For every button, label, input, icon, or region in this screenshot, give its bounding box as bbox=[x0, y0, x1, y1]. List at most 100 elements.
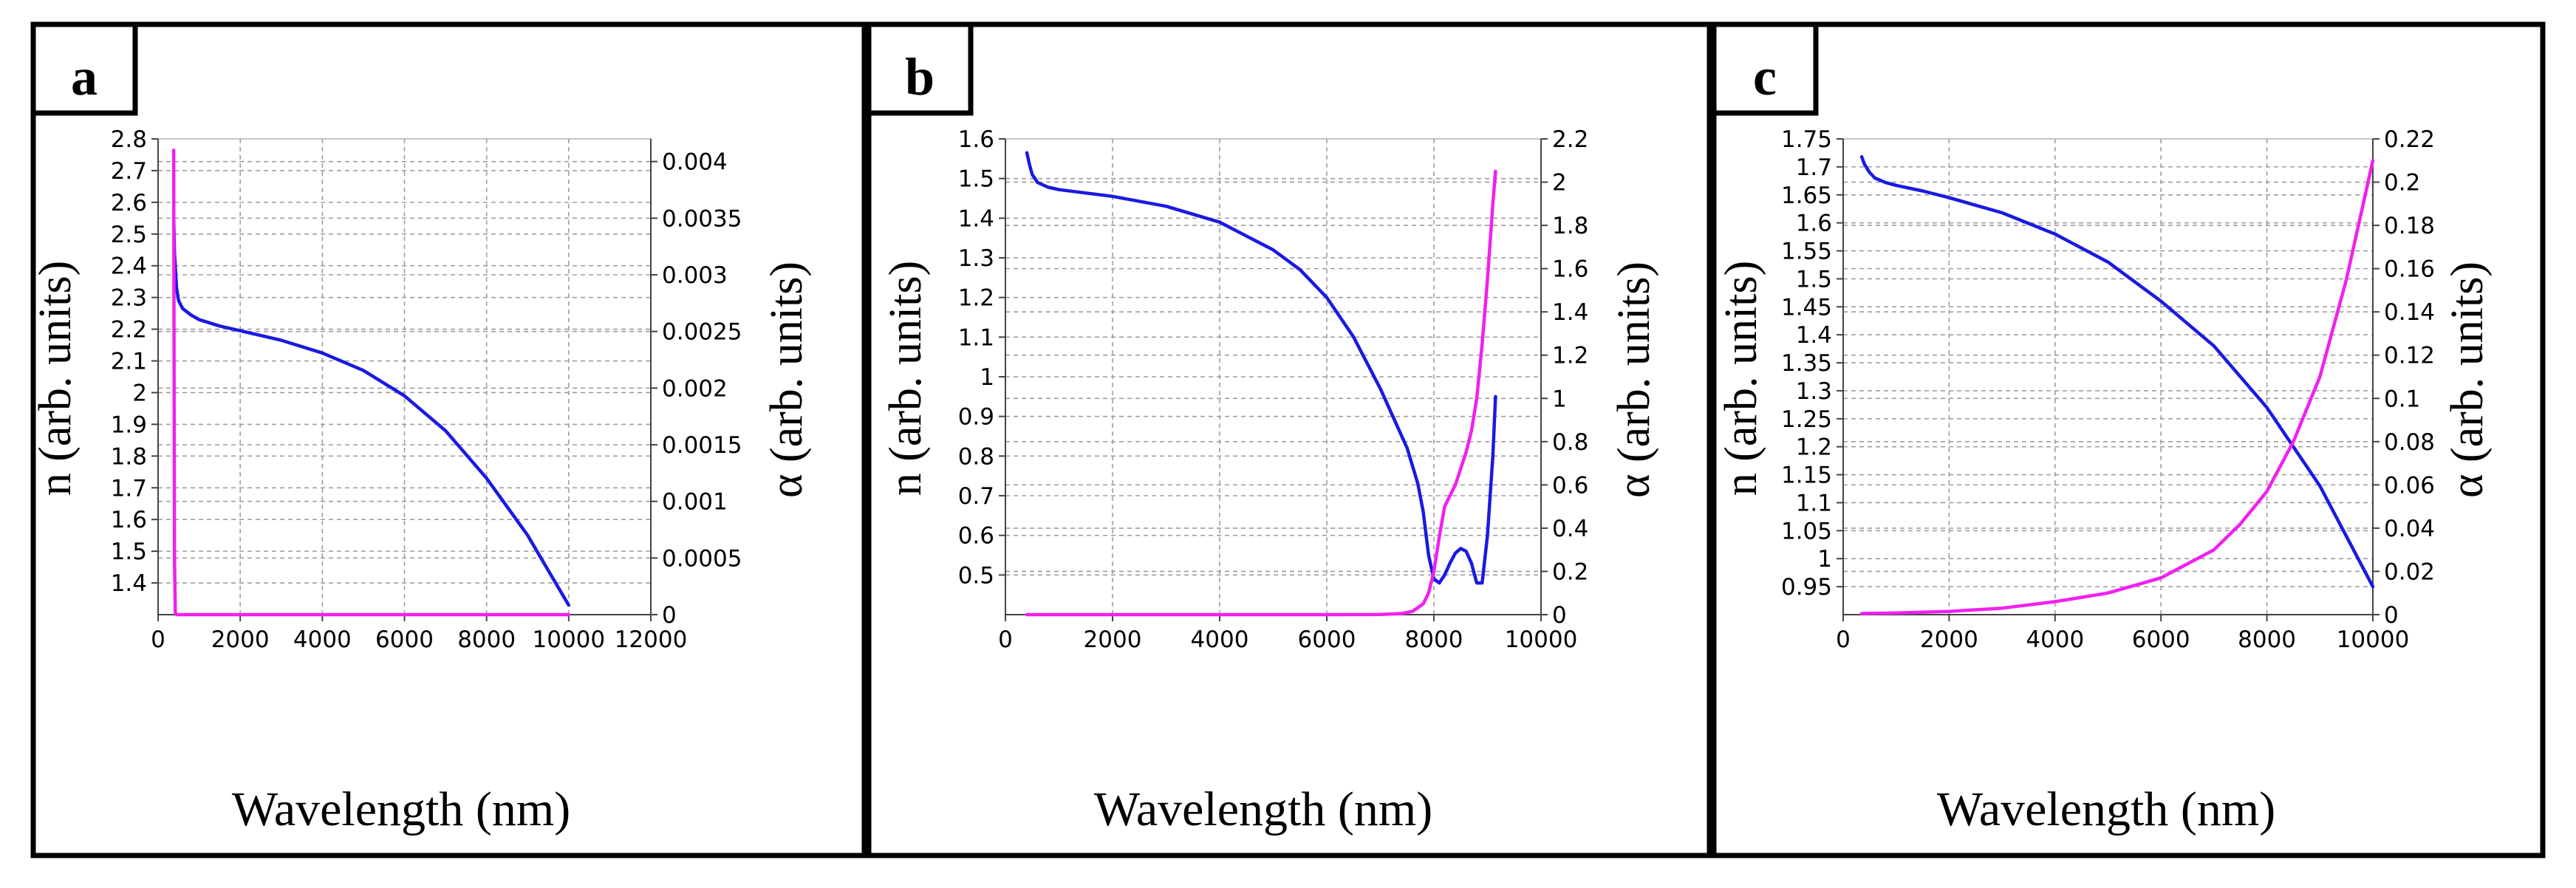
x-axis-label: Wavelength (nm) bbox=[1094, 782, 1432, 836]
series-line-alpha bbox=[171, 148, 571, 617]
panel-frame bbox=[30, 21, 867, 858]
y-tick-label: 1.5 bbox=[1796, 266, 1832, 293]
y-tick-label: 0.9 bbox=[958, 404, 994, 431]
y2-axis-label: α (arb. units) bbox=[1609, 262, 1659, 498]
x-tick-label: 2000 bbox=[1084, 626, 1142, 653]
panel-a: 0 2000 4000 6000 8000 10000 12000 1.4 1.5 1.6 1.7 1… bbox=[30, 21, 867, 858]
y2-tick-label: 0.001 bbox=[662, 489, 728, 516]
y-tick-label: 1.2 bbox=[1796, 434, 1832, 461]
y2-tick-label: 0.2 bbox=[1552, 559, 1588, 585]
y2-tick-label: 1.2 bbox=[1552, 343, 1588, 369]
panel-tag-label: c bbox=[1753, 47, 1777, 106]
y-tick-label: 1.4 bbox=[1796, 322, 1832, 349]
y-tick-label: 2 bbox=[132, 380, 147, 406]
x-tick-label: 0 bbox=[998, 626, 1013, 653]
panel-tag-box bbox=[866, 21, 974, 116]
y-tick-label: 1.75 bbox=[1781, 126, 1832, 153]
y-tick-label: 0.7 bbox=[958, 483, 994, 510]
y2-tick-label: 0.6 bbox=[1552, 472, 1588, 499]
y2-tick-label: 0.04 bbox=[2384, 516, 2435, 542]
x-tick-label: 8000 bbox=[1405, 626, 1463, 653]
x-tick-label: 2000 bbox=[1920, 626, 1978, 653]
plot-area bbox=[1005, 138, 1542, 615]
y-axis-label: n (arb. units) bbox=[1716, 261, 1766, 496]
y2-tick-label: 0.16 bbox=[2384, 256, 2435, 283]
y-tick-label: 1.65 bbox=[1781, 182, 1832, 209]
y-tick-label: 1 bbox=[980, 364, 994, 391]
y2-tick-label: 0.14 bbox=[2384, 299, 2435, 326]
y2-tick-label: 0.22 bbox=[2384, 126, 2435, 153]
x-tick-label: 10000 bbox=[1505, 626, 1578, 653]
x-tick-label: 12000 bbox=[615, 626, 688, 653]
plot-area bbox=[1842, 138, 2374, 615]
y-tick-label: 2.5 bbox=[111, 222, 147, 248]
y2-tick-label: 1 bbox=[1552, 386, 1567, 412]
series-line-n bbox=[1025, 151, 1497, 585]
y-tick-label: 1.7 bbox=[1796, 154, 1832, 181]
y-tick-label: 2.4 bbox=[111, 253, 147, 280]
x-tick-label: 6000 bbox=[2132, 626, 2190, 653]
y2-tick-label: 0.0015 bbox=[662, 432, 742, 459]
y-tick-label: 1.3 bbox=[958, 245, 994, 272]
x-tick-label: 2000 bbox=[211, 626, 270, 653]
gridlines bbox=[1843, 139, 2373, 615]
y2-tick-label: 0.0025 bbox=[662, 319, 742, 346]
y-tick-label: 0.5 bbox=[958, 562, 994, 589]
y2-tick-label: 0 bbox=[2384, 602, 2399, 629]
y2-tick-label: 1.6 bbox=[1552, 256, 1588, 283]
y2-tick-label: 2 bbox=[1552, 170, 1567, 197]
gridlines bbox=[1005, 139, 1541, 615]
y2-axis-label: α (arb. units) bbox=[762, 262, 812, 498]
y2-tick-label: 0.002 bbox=[662, 375, 728, 402]
panel-tag-label: b bbox=[905, 47, 935, 106]
y-tick-label: 1.6 bbox=[1796, 211, 1832, 237]
y-axis-label: n (arb. units) bbox=[881, 261, 931, 496]
series-line-alpha bbox=[1859, 159, 2375, 615]
y-tick-label: 1.25 bbox=[1781, 406, 1832, 433]
y-tick-label: 1 bbox=[1817, 546, 1832, 573]
y2-tick-label: 0.4 bbox=[1552, 516, 1588, 542]
y2-tick-label: 0.0005 bbox=[662, 545, 742, 572]
panel-tag-label: a bbox=[71, 47, 98, 106]
panel-c: 0 2000 4000 6000 8000 100000.9511.051.11.151.… bbox=[1711, 21, 2546, 858]
x-tick-label: 10000 bbox=[2337, 626, 2410, 653]
x-tick-label: 10000 bbox=[533, 626, 606, 653]
x-tick-label: 8000 bbox=[2238, 626, 2296, 653]
y-axis-label: n (arb. units) bbox=[30, 261, 81, 496]
y2-tick-label: 1.8 bbox=[1552, 213, 1588, 239]
y-tick-label: 2.8 bbox=[111, 126, 147, 153]
y-tick-label: 2.6 bbox=[111, 190, 147, 216]
y2-tick-label: 0.12 bbox=[2384, 343, 2435, 369]
y2-tick-label: 0.18 bbox=[2384, 213, 2435, 239]
y2-tick-label: 0 bbox=[662, 602, 677, 629]
x-tick-label: 6000 bbox=[375, 626, 434, 653]
y-tick-label: 2.7 bbox=[111, 158, 147, 185]
y2-tick-label: 2.2 bbox=[1552, 126, 1588, 153]
y-tick-label: 1.5 bbox=[958, 166, 994, 193]
y-tick-label: 0.8 bbox=[958, 443, 994, 470]
y2-tick-label: 0.06 bbox=[2384, 472, 2435, 499]
panels: 0 2000 4000 6000 8000 10000 120001.41.51.61.71… bbox=[30, 21, 2546, 858]
panel-b: 0 2000 4000 6000 8000 10000 0.5 0.6 0.7 0.8 0.9 1 1.… bbox=[866, 21, 1712, 858]
y-tick-label: 1.05 bbox=[1781, 518, 1832, 544]
y-tick-label: 2.2 bbox=[111, 317, 147, 344]
y2-tick-label: 0.08 bbox=[2384, 429, 2435, 456]
panel-tag-box bbox=[30, 21, 138, 116]
y-tick-label: 1.8 bbox=[111, 443, 147, 470]
y2-tick-label: 0.003 bbox=[662, 262, 728, 289]
y2-tick-label: 0.1 bbox=[2384, 386, 2420, 412]
y-tick-label: 1.35 bbox=[1781, 350, 1832, 377]
x-tick-label: 6000 bbox=[1298, 626, 1356, 653]
y2-tick-label: 0.0035 bbox=[662, 205, 742, 232]
y2-tick-label: 0 bbox=[1552, 602, 1567, 629]
y-tick-label: 2.3 bbox=[111, 285, 147, 312]
y-tick-label: 1.3 bbox=[1796, 378, 1832, 405]
y2-tick-label: 0.004 bbox=[662, 149, 728, 176]
y-tick-label: 0.95 bbox=[1781, 574, 1832, 601]
y2-tick-label: 0.8 bbox=[1552, 429, 1588, 456]
y-tick-label: 1.5 bbox=[111, 539, 147, 565]
panel-frame bbox=[1711, 21, 2546, 858]
y-tick-label: 1.6 bbox=[958, 126, 994, 153]
x-tick-label: 0 bbox=[151, 626, 165, 653]
